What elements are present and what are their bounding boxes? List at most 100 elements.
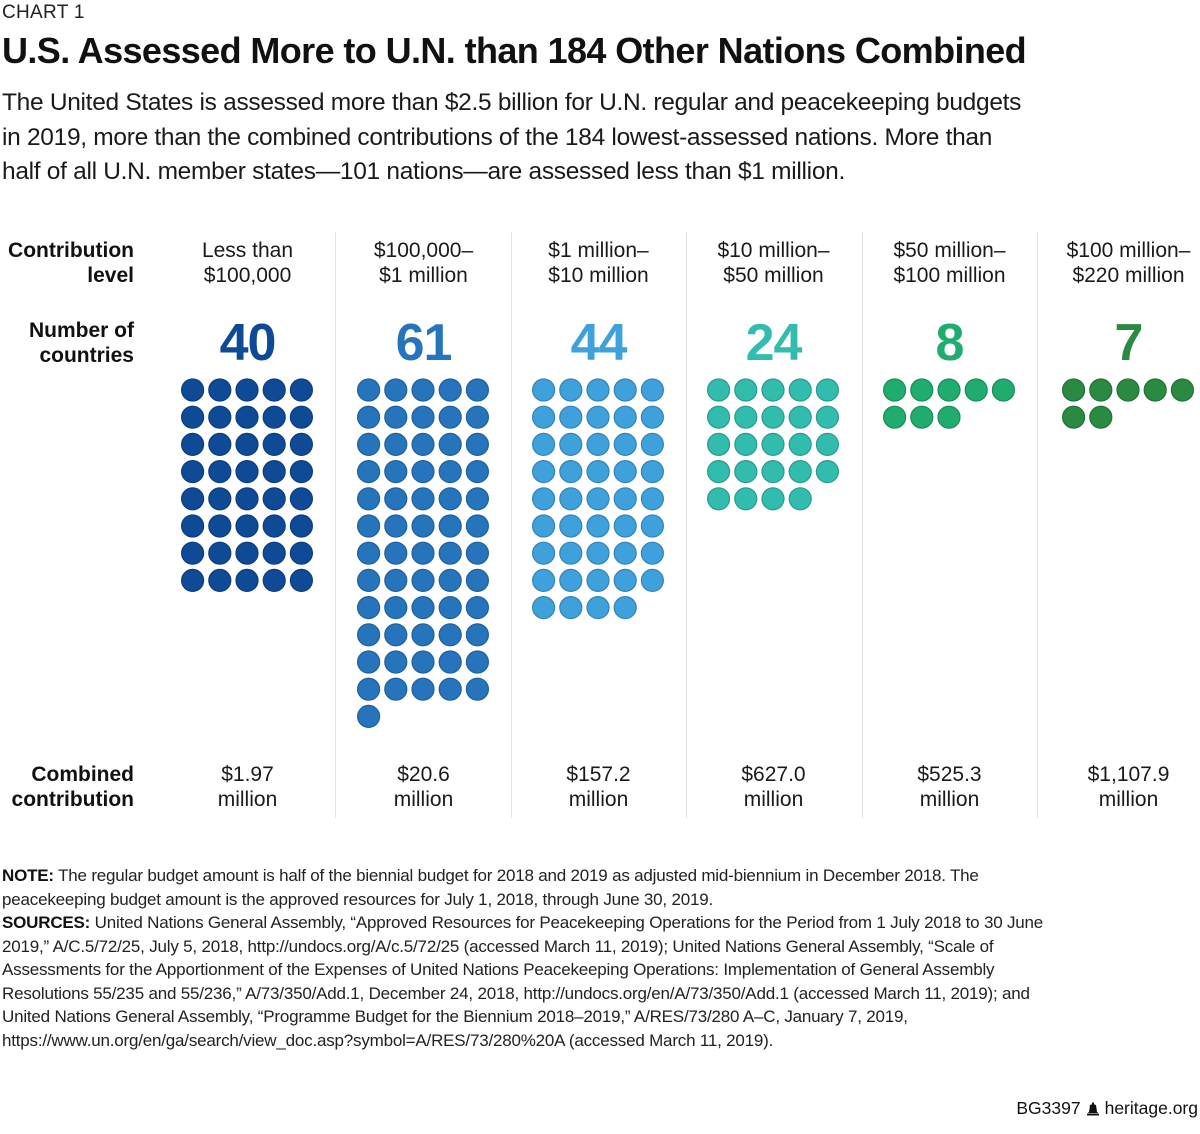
- country-dot: [882, 405, 907, 429]
- contribution-level-line: $10 million–: [717, 239, 830, 262]
- combined-contribution-line: $1.97: [221, 763, 274, 786]
- country-dot: [465, 405, 489, 429]
- row-label-number-of-countries: Number of countries: [29, 318, 134, 368]
- country-dot: [788, 460, 812, 484]
- country-dot: [181, 378, 205, 402]
- country-dot: [357, 704, 381, 729]
- sources-text: United Nations General Assembly, “Approv…: [90, 913, 1044, 932]
- country-dot: [559, 378, 583, 402]
- country-dot: [235, 487, 259, 511]
- country-dot: [438, 487, 462, 511]
- country-dot: [531, 432, 556, 456]
- country-dot: [289, 514, 313, 538]
- country-dot: [235, 460, 259, 484]
- country-dot: [208, 568, 232, 593]
- country-dot: [181, 405, 205, 429]
- chart-kicker: CHART 1: [2, 2, 85, 23]
- country-dot: [465, 514, 489, 538]
- country-dot: [438, 677, 462, 701]
- row-label-line: contribution: [11, 788, 134, 811]
- combined-contribution-line: million: [1098, 788, 1159, 811]
- country-dot: [289, 460, 313, 484]
- country-dot: [438, 378, 462, 402]
- country-dot: [384, 677, 408, 701]
- country-dot: [357, 595, 381, 620]
- country-dot: [788, 487, 812, 511]
- country-dot: [289, 568, 313, 593]
- contribution-level-label: $100,000– $1 million: [336, 238, 511, 288]
- country-dot: [262, 541, 286, 565]
- country-dot: [1061, 405, 1086, 429]
- sources-line: https://www.un.org/en/ga/search/view_doc…: [2, 1030, 774, 1050]
- country-dot: [613, 514, 637, 538]
- country-dot: [586, 568, 610, 593]
- country-count: 7: [1114, 314, 1144, 372]
- country-dot: [384, 595, 408, 620]
- column-divider: [1037, 232, 1038, 818]
- combined-contribution-line: $1,107.9: [1087, 763, 1170, 786]
- contribution-level-line: $100,000–: [373, 239, 474, 262]
- country-dot: [181, 487, 205, 511]
- dot-group: [357, 378, 489, 729]
- country-dot: [559, 514, 583, 538]
- contribution-level-line: Less than: [201, 239, 294, 262]
- country-dot: [438, 514, 462, 538]
- country-dot: [586, 595, 610, 620]
- country-dot: [438, 432, 462, 456]
- country-dot: [411, 650, 435, 674]
- country-dot: [734, 405, 758, 429]
- country-dot: [706, 487, 731, 511]
- country-dot: [438, 405, 462, 429]
- country-dot: [531, 378, 556, 402]
- country-dot: [640, 541, 665, 565]
- country-dot: [586, 460, 610, 484]
- country-dot: [559, 541, 583, 565]
- country-dot: [384, 568, 408, 593]
- combined-contribution-value: $20.6 million: [336, 762, 511, 812]
- column-divider: [335, 232, 336, 818]
- sources-line: 2019,” A/C.5/72/25, July 5, 2018, http:/…: [2, 936, 994, 956]
- country-dot: [289, 378, 313, 402]
- site-link[interactable]: heritage.org: [1104, 1098, 1198, 1118]
- contribution-level-line: $1 million: [379, 264, 468, 287]
- country-dot: [706, 378, 731, 402]
- contribution-level-label: $10 million– $50 million: [686, 238, 861, 288]
- country-dot: [208, 541, 232, 565]
- row-label-line: Number of: [29, 319, 134, 342]
- country-dot: [208, 432, 232, 456]
- country-dot: [357, 677, 381, 701]
- country-dot: [640, 460, 665, 484]
- row-label-line: Contribution: [8, 239, 134, 262]
- combined-contribution-line: $627.0: [741, 763, 806, 786]
- country-dot: [384, 514, 408, 538]
- country-dot: [235, 378, 259, 402]
- country-dot: [815, 432, 840, 456]
- combined-contribution-value: $525.3 million: [862, 762, 1037, 812]
- country-count: 40: [219, 314, 277, 372]
- column-divider: [511, 232, 512, 818]
- country-dot: [586, 541, 610, 565]
- contribution-level-label: $100 million– $220 million: [1041, 238, 1200, 288]
- country-dot: [761, 432, 785, 456]
- country-dot: [411, 405, 435, 429]
- sources-line: United Nations General Assembly, “Progra…: [2, 1007, 908, 1026]
- sources-label: SOURCES:: [2, 913, 91, 932]
- note-line: NOTE: The regular budget amount is half …: [2, 864, 1192, 888]
- country-dot: [761, 487, 785, 511]
- country-dot: [289, 541, 313, 565]
- notes-block: NOTE: The regular budget amount is half …: [2, 864, 1192, 1052]
- country-dot: [465, 650, 489, 674]
- country-dot: [613, 541, 637, 565]
- country-dot: [910, 405, 934, 429]
- country-dot: [531, 541, 556, 565]
- country-dot: [465, 623, 489, 647]
- note-label: NOTE:: [2, 866, 54, 885]
- country-dot: [262, 568, 286, 593]
- country-dot: [559, 460, 583, 484]
- contribution-level-label: $1 million– $10 million: [511, 238, 686, 288]
- country-dot: [815, 405, 840, 429]
- column-divider: [862, 232, 863, 818]
- country-dot: [815, 460, 840, 484]
- footer: BG3397 heritage.org: [1016, 1098, 1198, 1119]
